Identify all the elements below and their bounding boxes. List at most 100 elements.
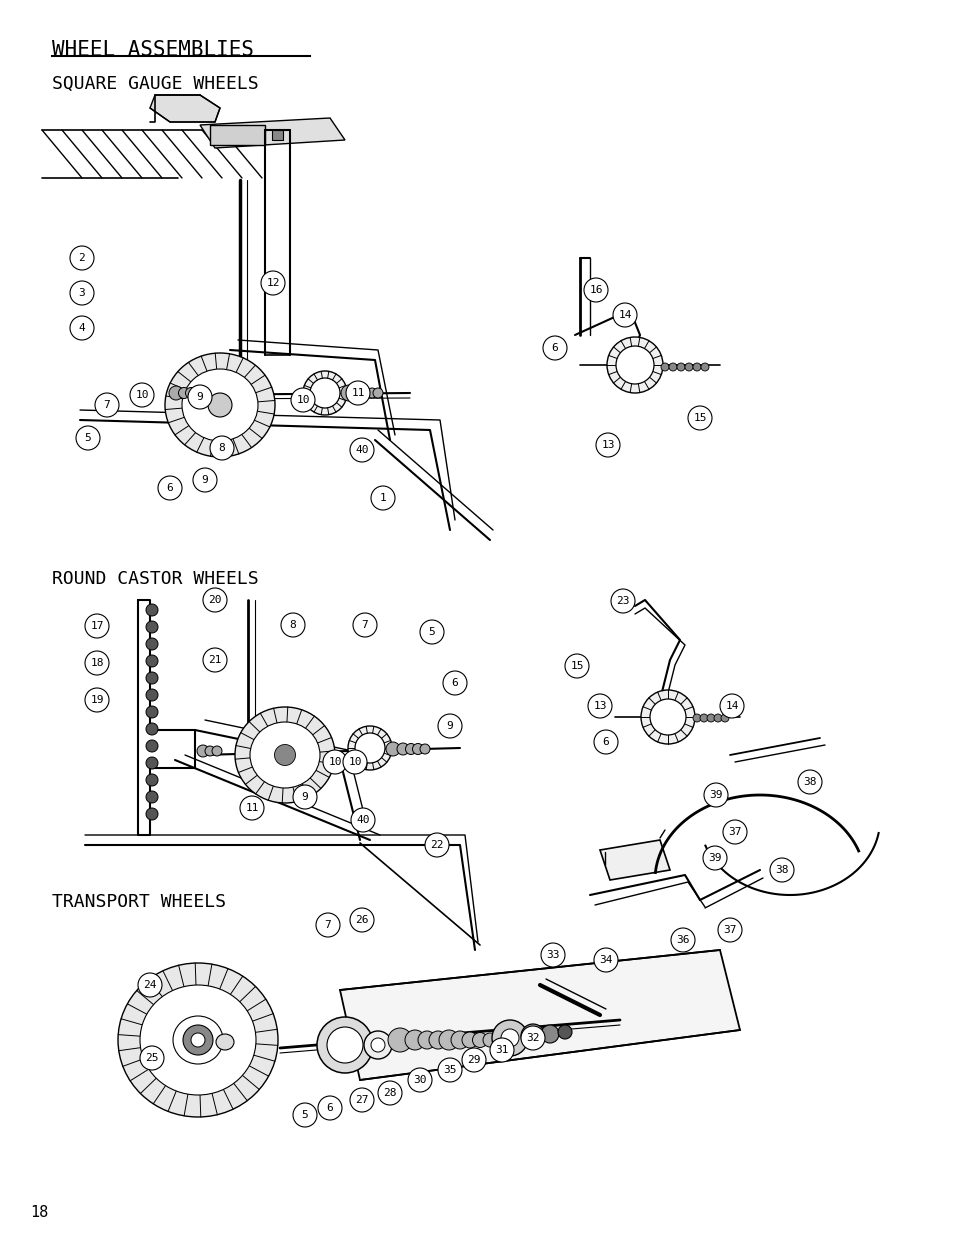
Circle shape xyxy=(424,832,449,857)
Circle shape xyxy=(482,1032,497,1047)
Polygon shape xyxy=(272,130,283,140)
Circle shape xyxy=(451,1031,469,1049)
Circle shape xyxy=(373,388,382,398)
Circle shape xyxy=(706,714,714,722)
Circle shape xyxy=(95,393,119,417)
Text: 12: 12 xyxy=(266,278,279,288)
Circle shape xyxy=(146,655,158,667)
Circle shape xyxy=(291,388,314,412)
Circle shape xyxy=(419,743,430,755)
Text: 34: 34 xyxy=(598,955,612,965)
Text: 30: 30 xyxy=(413,1074,426,1086)
Text: 40: 40 xyxy=(355,445,369,454)
Circle shape xyxy=(386,742,399,756)
Ellipse shape xyxy=(165,353,274,457)
Circle shape xyxy=(346,382,370,405)
Circle shape xyxy=(85,688,109,713)
Circle shape xyxy=(360,388,371,398)
Circle shape xyxy=(208,393,232,417)
Text: 3: 3 xyxy=(78,288,85,298)
Text: 36: 36 xyxy=(676,935,689,945)
Circle shape xyxy=(350,438,374,462)
Circle shape xyxy=(596,433,619,457)
Text: 15: 15 xyxy=(693,412,706,424)
Ellipse shape xyxy=(172,1016,223,1065)
Text: 15: 15 xyxy=(570,661,583,671)
Circle shape xyxy=(616,346,654,384)
Text: 23: 23 xyxy=(616,597,629,606)
Circle shape xyxy=(185,388,196,399)
Circle shape xyxy=(70,316,94,340)
Circle shape xyxy=(343,750,367,774)
Circle shape xyxy=(355,734,385,763)
Text: 22: 22 xyxy=(430,840,443,850)
Text: 33: 33 xyxy=(546,950,559,960)
Circle shape xyxy=(274,745,295,766)
Circle shape xyxy=(437,1058,461,1082)
Polygon shape xyxy=(599,840,669,881)
Circle shape xyxy=(564,655,588,678)
Circle shape xyxy=(193,388,203,399)
Circle shape xyxy=(594,948,618,972)
Text: 14: 14 xyxy=(618,310,631,320)
Circle shape xyxy=(718,918,741,942)
Text: 10: 10 xyxy=(135,390,149,400)
Text: 11: 11 xyxy=(351,388,364,398)
Polygon shape xyxy=(244,727,258,735)
Text: 10: 10 xyxy=(296,395,310,405)
Circle shape xyxy=(408,1068,432,1092)
Circle shape xyxy=(722,820,746,844)
Circle shape xyxy=(649,699,685,735)
Circle shape xyxy=(203,648,227,672)
Circle shape xyxy=(692,363,700,370)
Circle shape xyxy=(492,1020,527,1056)
Ellipse shape xyxy=(250,722,319,788)
Text: 5: 5 xyxy=(428,627,435,637)
Circle shape xyxy=(146,621,158,634)
Ellipse shape xyxy=(118,963,277,1116)
Circle shape xyxy=(377,1081,401,1105)
Text: 25: 25 xyxy=(145,1053,158,1063)
Circle shape xyxy=(240,797,264,820)
Circle shape xyxy=(412,743,423,755)
Circle shape xyxy=(472,1032,487,1047)
Circle shape xyxy=(130,383,153,408)
Text: 19: 19 xyxy=(91,695,104,705)
Ellipse shape xyxy=(234,706,335,803)
Circle shape xyxy=(193,468,216,492)
Circle shape xyxy=(316,1016,373,1073)
Circle shape xyxy=(500,1029,518,1047)
Circle shape xyxy=(261,270,285,295)
Text: 9: 9 xyxy=(196,391,203,403)
Text: TRANSPORT WHEELS: TRANSPORT WHEELS xyxy=(52,893,226,911)
Circle shape xyxy=(178,388,190,399)
Circle shape xyxy=(70,246,94,270)
Circle shape xyxy=(692,714,700,722)
Circle shape xyxy=(146,808,158,820)
Text: 27: 27 xyxy=(355,1095,369,1105)
Circle shape xyxy=(687,406,711,430)
Circle shape xyxy=(146,757,158,769)
Circle shape xyxy=(315,913,339,937)
Text: 31: 31 xyxy=(495,1045,508,1055)
Text: 10: 10 xyxy=(348,757,361,767)
Text: 37: 37 xyxy=(722,925,736,935)
Text: 9: 9 xyxy=(201,475,208,485)
Circle shape xyxy=(371,487,395,510)
Circle shape xyxy=(677,363,684,370)
Circle shape xyxy=(158,475,182,500)
Circle shape xyxy=(146,672,158,684)
Circle shape xyxy=(668,363,677,370)
Text: 38: 38 xyxy=(802,777,816,787)
Circle shape xyxy=(713,714,721,722)
Circle shape xyxy=(340,385,356,401)
Circle shape xyxy=(587,694,612,718)
Text: SQUARE GAUGE WHEELS: SQUARE GAUGE WHEELS xyxy=(52,75,258,93)
Circle shape xyxy=(542,336,566,359)
Circle shape xyxy=(442,671,467,695)
Text: 6: 6 xyxy=(451,678,457,688)
Text: 7: 7 xyxy=(324,920,331,930)
Circle shape xyxy=(700,714,707,722)
Circle shape xyxy=(720,714,728,722)
Text: 37: 37 xyxy=(727,827,741,837)
